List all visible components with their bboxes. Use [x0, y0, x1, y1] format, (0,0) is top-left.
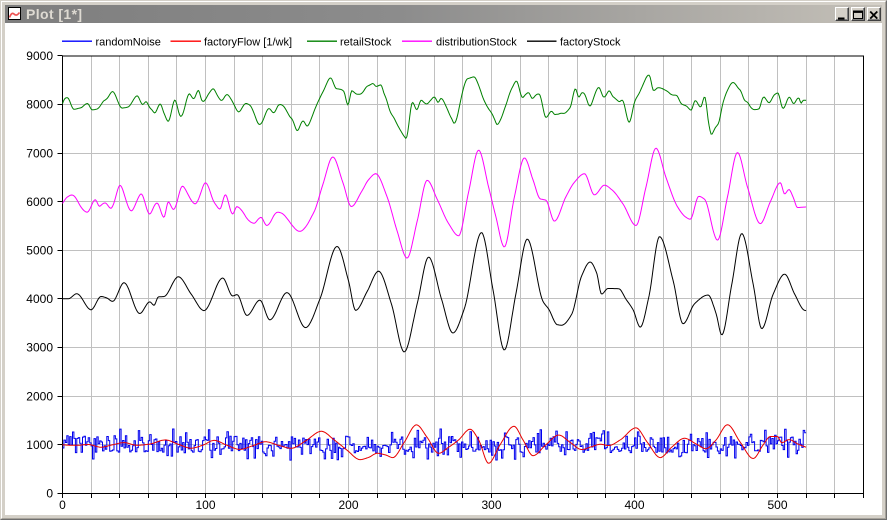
svg-text:1000: 1000	[26, 438, 53, 452]
svg-text:8000: 8000	[26, 98, 53, 112]
svg-text:200: 200	[338, 498, 358, 512]
svg-text:9000: 9000	[26, 49, 53, 63]
svg-text:0: 0	[46, 487, 53, 501]
svg-text:5000: 5000	[26, 244, 53, 258]
svg-text:retailStock: retailStock	[340, 37, 392, 49]
svg-text:3000: 3000	[26, 341, 53, 355]
svg-text:factoryFlow [1/wk]: factoryFlow [1/wk]	[204, 37, 292, 49]
svg-text:factoryStock: factoryStock	[560, 37, 621, 49]
svg-text:4000: 4000	[26, 292, 53, 306]
svg-text:500: 500	[767, 498, 787, 512]
svg-text:300: 300	[481, 498, 501, 512]
svg-text:400: 400	[624, 498, 644, 512]
svg-text:6000: 6000	[26, 195, 53, 209]
svg-text:2000: 2000	[26, 389, 53, 403]
svg-text:randomNoise: randomNoise	[96, 37, 161, 49]
svg-text:0: 0	[59, 498, 66, 512]
svg-text:100: 100	[195, 498, 215, 512]
svg-text:distributionStock: distributionStock	[436, 37, 517, 49]
svg-text:7000: 7000	[26, 146, 53, 160]
